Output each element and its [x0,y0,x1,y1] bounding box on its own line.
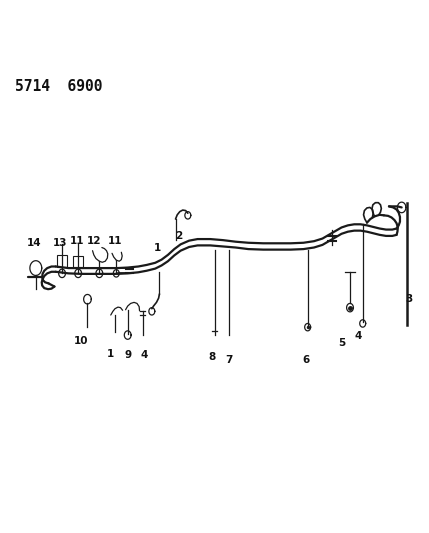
FancyBboxPatch shape [73,256,83,266]
Text: 1: 1 [107,349,115,359]
Text: 4: 4 [355,331,362,341]
Text: 1: 1 [154,243,161,253]
Text: 11: 11 [108,236,122,246]
Text: 11: 11 [69,236,84,246]
Text: 6: 6 [302,356,309,366]
Text: 14: 14 [27,238,42,248]
Text: 12: 12 [87,236,101,246]
Text: 2: 2 [175,231,182,241]
Text: 5: 5 [338,338,345,348]
Text: 8: 8 [209,352,216,362]
Text: 7: 7 [226,356,233,366]
Text: 10: 10 [74,336,88,346]
Text: 3: 3 [406,294,413,304]
Text: 5714  6900: 5714 6900 [15,79,103,94]
Text: 13: 13 [53,238,67,248]
FancyBboxPatch shape [57,255,67,266]
Text: 9: 9 [124,350,131,360]
Text: 4: 4 [141,350,148,360]
